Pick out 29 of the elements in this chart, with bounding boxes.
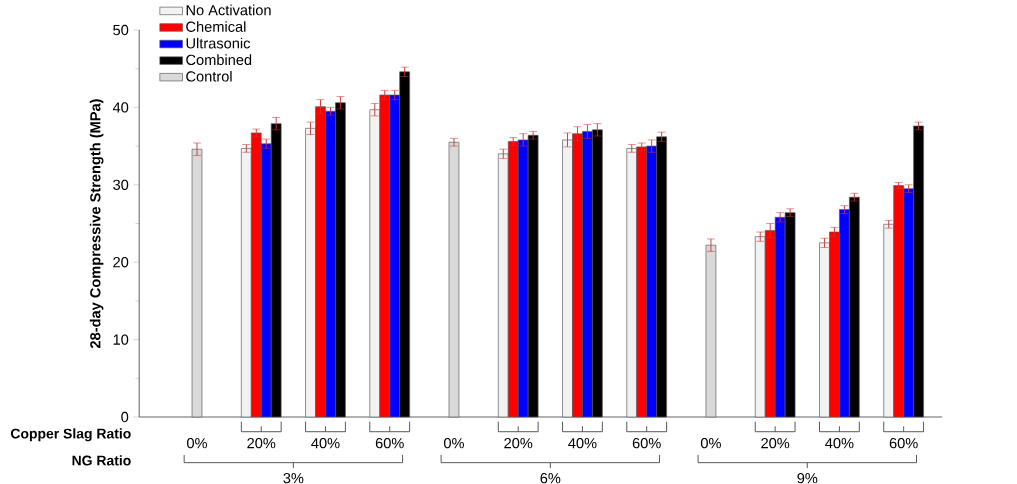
- x-tick-label: 60%: [375, 438, 404, 449]
- y-tick-label: 30: [113, 179, 129, 190]
- y-axis-title: 28-day Compressive Strength (MPa): [89, 99, 104, 349]
- x-tick-label: 0%: [700, 438, 721, 449]
- legend-label: Chemical: [186, 21, 246, 32]
- y-tick-label: 10: [113, 334, 129, 345]
- y-tick-label: 40: [112, 102, 129, 113]
- legend-label: Ultrasonic: [186, 37, 251, 49]
- x-tick-label: 40%: [311, 438, 340, 449]
- x-tick-label: 40%: [568, 438, 597, 449]
- y-tick-label: 0: [121, 411, 129, 423]
- x-tick-label: 60%: [889, 438, 918, 449]
- x-tick-label: 40%: [825, 438, 854, 449]
- text: Copper Slag Ratio: [10, 428, 131, 442]
- legend-label: Combined: [186, 54, 252, 66]
- legend-label: Control: [186, 70, 232, 82]
- x-tick-label: 20%: [504, 438, 533, 449]
- x-tick-label: 20%: [247, 438, 276, 449]
- x-tick-label: 60%: [632, 438, 661, 449]
- y-tick-label: 20: [113, 257, 129, 268]
- legend-label: No Activation: [186, 4, 271, 16]
- x-tick-label: 0%: [187, 438, 208, 449]
- text: 3%: [283, 472, 304, 484]
- x-tick-label: 0%: [443, 438, 464, 449]
- text: 9%: [797, 472, 818, 484]
- x-tick-label: 20%: [761, 438, 790, 449]
- text: NG Ratio: [72, 455, 131, 466]
- text: 6%: [540, 472, 561, 484]
- y-tick-label: 50: [113, 24, 129, 36]
